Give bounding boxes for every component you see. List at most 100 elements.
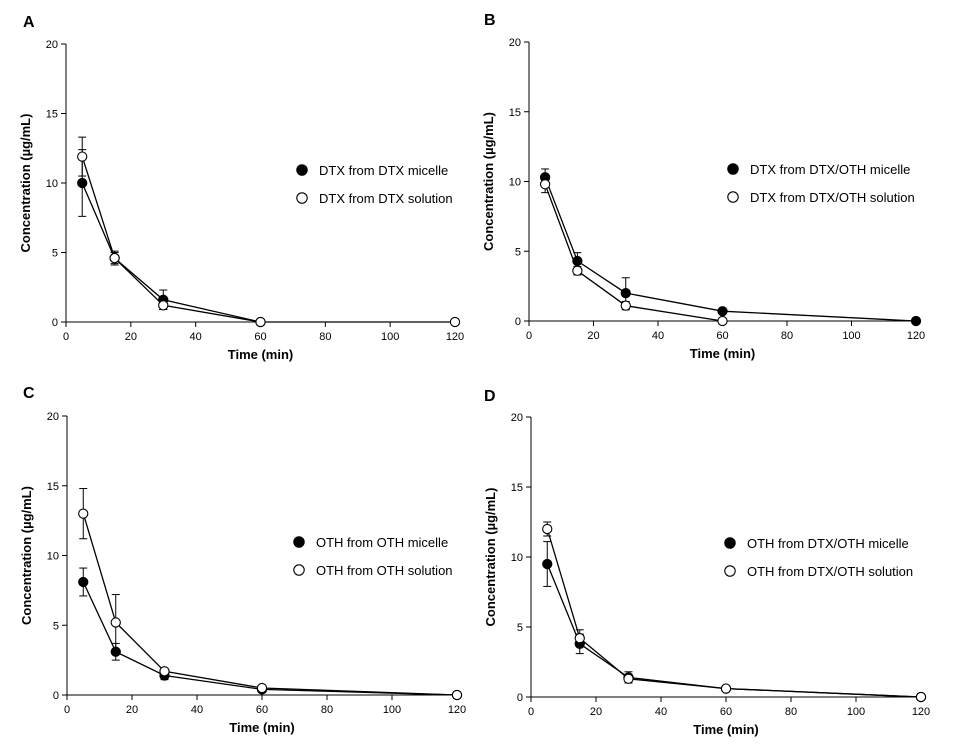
data-point-series-1 xyxy=(110,646,121,657)
y-tick-label: 10 xyxy=(511,552,523,564)
x-tick-label: 40 xyxy=(190,331,202,343)
chart-panel-d: D 0 20 40 60 80 100 120 0 5 10 15 20 Time (min) Concen… xyxy=(483,388,930,737)
legend-label-2: DTX from DTX/OTH solution xyxy=(750,190,915,205)
data-point-series-2 xyxy=(256,682,268,694)
data-point-series-2 xyxy=(110,617,121,628)
x-tick-label: 0 xyxy=(526,330,532,342)
y-tick-label: 20 xyxy=(509,37,521,49)
y-tick-label: 0 xyxy=(517,692,523,704)
data-point-series-1 xyxy=(620,287,631,299)
x-tick-label: 80 xyxy=(781,330,793,342)
y-tick-label: 5 xyxy=(53,620,59,632)
series-line-1 xyxy=(546,563,922,698)
y-tick-label: 10 xyxy=(47,551,59,563)
y-tick-label: 0 xyxy=(53,690,59,702)
y-tick-label: 15 xyxy=(47,481,59,493)
data-point-series-2 xyxy=(449,316,461,328)
series-line-2 xyxy=(544,184,723,322)
x-axis-title: Time (min) xyxy=(229,720,295,735)
data-point-series-1 xyxy=(717,306,728,317)
x-tick-label: 120 xyxy=(912,706,930,718)
x-tick-label: 60 xyxy=(720,706,732,718)
data-point-series-2 xyxy=(158,300,169,311)
data-point-series-1 xyxy=(542,558,553,570)
y-tick-label: 15 xyxy=(46,109,58,121)
x-tick-label: 60 xyxy=(716,330,728,342)
x-tick-label: 80 xyxy=(321,704,333,716)
data-point-series-1 xyxy=(77,177,88,189)
x-tick-label: 20 xyxy=(587,330,599,342)
data-point-series-2 xyxy=(159,666,170,677)
x-tick-label: 60 xyxy=(256,704,268,716)
x-tick-label: 0 xyxy=(63,331,69,343)
data-point-series-2 xyxy=(717,315,728,327)
y-tick-label: 20 xyxy=(47,411,59,423)
data-point-series-2 xyxy=(574,633,585,644)
y-tick-label: 15 xyxy=(511,482,523,494)
data-point-series-2 xyxy=(620,300,631,311)
x-tick-label: 0 xyxy=(64,704,70,716)
y-tick-label: 10 xyxy=(46,178,58,190)
x-tick-label: 120 xyxy=(448,704,466,716)
x-tick-label: 40 xyxy=(652,330,664,342)
legend-label-1: OTH from OTH micelle xyxy=(316,535,448,550)
x-tick-label: 120 xyxy=(446,331,464,343)
x-tick-label: 40 xyxy=(191,704,203,716)
x-tick-label: 60 xyxy=(254,331,266,343)
panel-label: D xyxy=(484,388,496,405)
legend-label-1: DTX from DTX micelle xyxy=(319,163,448,178)
legend-label-2: OTH from OTH solution xyxy=(316,563,453,578)
data-point-series-2 xyxy=(623,673,634,684)
series-line-2 xyxy=(546,528,922,698)
y-tick-label: 0 xyxy=(52,317,58,329)
chart-panel-a: A 0 20 40 60 80 100 120 0 5 10 15 20 Time (min) Concen… xyxy=(18,14,464,362)
legend-marker-1 xyxy=(724,537,736,549)
x-tick-label: 40 xyxy=(655,706,667,718)
series-line-1 xyxy=(82,581,458,696)
legend-label-1: DTX from DTX/OTH micelle xyxy=(750,162,910,177)
data-point-series-2 xyxy=(542,523,553,535)
x-tick-label: 80 xyxy=(319,331,331,343)
chart-panel-c: C 0 20 40 60 80 100 120 0 5 10 15 20 Time (min) Concen… xyxy=(19,385,466,735)
data-point-series-2 xyxy=(78,508,89,519)
legend-marker-1 xyxy=(293,536,305,548)
x-tick-label: 20 xyxy=(125,331,137,343)
y-tick-label: 5 xyxy=(52,248,58,260)
series-line-2 xyxy=(81,156,455,323)
x-tick-label: 100 xyxy=(383,704,401,716)
x-axis-title: Time (min) xyxy=(228,347,294,362)
legend-label-1: OTH from DTX/OTH micelle xyxy=(747,536,909,551)
legend-marker-2 xyxy=(293,564,305,576)
y-tick-label: 0 xyxy=(515,316,521,328)
legend-marker-2 xyxy=(296,192,308,204)
data-point-series-2 xyxy=(255,316,266,328)
y-tick-label: 5 xyxy=(515,246,521,258)
data-point-series-2 xyxy=(915,691,927,703)
panel-label: B xyxy=(484,12,496,29)
legend-label-2: OTH from DTX/OTH solution xyxy=(747,564,913,579)
data-point-series-2 xyxy=(572,265,583,276)
y-tick-label: 15 xyxy=(509,107,521,119)
data-point-series-1 xyxy=(572,255,583,267)
x-tick-label: 20 xyxy=(590,706,602,718)
y-tick-label: 10 xyxy=(509,177,521,189)
series-line-1 xyxy=(81,182,261,323)
chart-panel-b: B 0 20 40 60 80 100 120 0 5 10 15 20 Time (min) Concen… xyxy=(481,12,925,361)
legend-marker-1 xyxy=(727,163,739,175)
legend-marker-2 xyxy=(724,565,736,577)
y-tick-label: 20 xyxy=(46,39,58,51)
legend-marker-1 xyxy=(296,164,308,176)
x-tick-label: 100 xyxy=(847,706,865,718)
x-tick-label: 20 xyxy=(126,704,138,716)
data-point-series-1 xyxy=(910,315,922,327)
x-tick-label: 100 xyxy=(381,331,399,343)
y-tick-label: 20 xyxy=(511,412,523,424)
panel-label: A xyxy=(23,14,35,31)
x-tick-label: 120 xyxy=(907,330,925,342)
data-point-series-2 xyxy=(539,179,551,190)
x-tick-label: 100 xyxy=(842,330,860,342)
y-tick-label: 5 xyxy=(517,622,523,634)
x-axis-title: Time (min) xyxy=(690,346,756,361)
x-tick-label: 0 xyxy=(528,706,534,718)
panel-label: C xyxy=(23,385,35,402)
